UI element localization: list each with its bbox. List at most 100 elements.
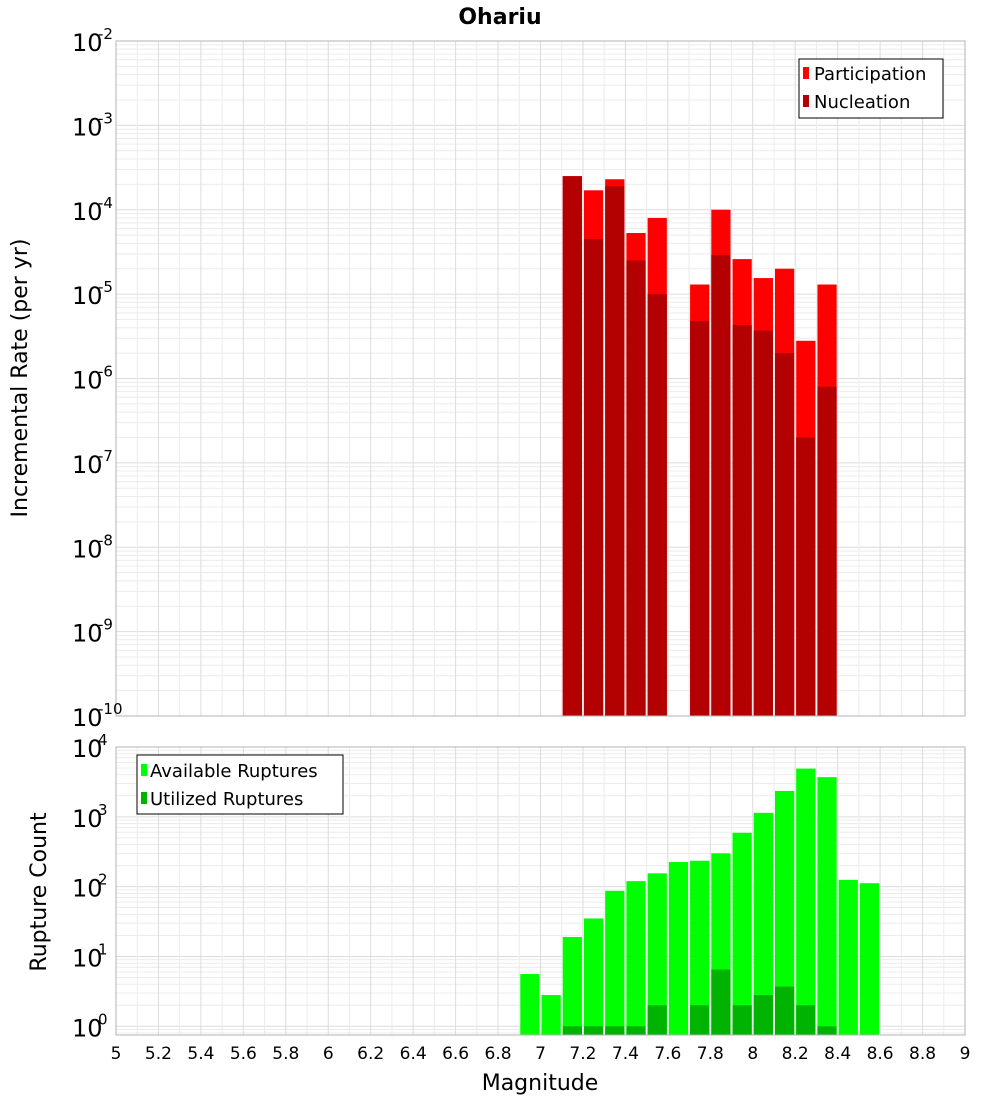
bar-available-ruptures <box>541 995 561 1035</box>
bar-utilized-ruptures <box>605 1026 625 1035</box>
bar-nucleation <box>562 176 582 716</box>
x-tick-label: 6 <box>323 1044 334 1064</box>
legend-swatch-participation <box>803 67 809 79</box>
y-tick-exponent: 2 <box>98 871 108 889</box>
top-grid <box>115 41 966 717</box>
x-tick-label: 8 <box>747 1044 758 1064</box>
bar-available-ruptures <box>583 918 604 1035</box>
y-tick-label: 10 <box>72 535 103 563</box>
chart-title: Ohariu <box>458 5 541 30</box>
bottom-bars <box>520 768 880 1035</box>
bottom-legend-box <box>136 754 344 815</box>
y-tick-label: 10 <box>72 29 103 57</box>
legend-label-participation: Participation <box>814 64 926 85</box>
bar-nucleation <box>583 239 604 716</box>
x-tick-label: 5.6 <box>230 1044 257 1064</box>
y-tick-label: 10 <box>72 451 103 479</box>
bar-utilized-ruptures <box>711 969 731 1035</box>
y-tick-exponent: 4 <box>98 731 108 749</box>
bar-available-ruptures <box>605 890 625 1035</box>
bar-utilized-ruptures <box>774 986 795 1035</box>
x-tick-label: 6.4 <box>400 1044 427 1064</box>
top-plot-border <box>115 40 966 717</box>
bar-nucleation <box>732 325 752 716</box>
x-tick-label: 8.4 <box>824 1044 851 1064</box>
y-tick-exponent: -5 <box>98 278 113 296</box>
bar-nucleation <box>774 353 795 716</box>
x-tick-label: 5 <box>111 1044 122 1064</box>
y-tick-label: 10 <box>72 875 103 903</box>
bar-available-ruptures <box>668 862 689 1035</box>
y-tick-exponent: -3 <box>98 109 113 127</box>
x-ticks: 5 5.2 5.4 5.6 5.8 6 6.2 6.4 6.6 6.8 7 7.2 7.4 7.6 7.8 8… <box>111 1044 971 1064</box>
top-y-axis-label: Incremental Rate (per yr) <box>8 239 33 518</box>
x-tick-label: 7.6 <box>654 1044 681 1064</box>
y-tick-exponent: -8 <box>98 531 113 549</box>
y-tick-exponent: -10 <box>98 700 123 718</box>
x-axis-label: Magnitude <box>482 1071 599 1096</box>
bar-nucleation <box>626 260 646 716</box>
top-legend-box <box>798 58 944 119</box>
y-tick-label: 10 <box>72 1014 103 1042</box>
y-tick-exponent: -7 <box>98 447 113 465</box>
bar-available-ruptures <box>859 883 880 1035</box>
bar-utilized-ruptures <box>626 1026 646 1035</box>
bar-available-ruptures <box>562 936 582 1035</box>
y-tick-exponent: 0 <box>98 1010 108 1028</box>
y-tick-exponent: -2 <box>98 25 113 43</box>
y-tick-label: 10 <box>72 620 103 648</box>
bar-available-ruptures <box>520 974 540 1035</box>
bar-available-ruptures <box>647 873 667 1035</box>
bar-utilized-ruptures <box>753 995 773 1035</box>
bar-utilized-ruptures <box>647 1005 667 1035</box>
bar-utilized-ruptures <box>796 1005 816 1035</box>
x-tick-label: 6.2 <box>357 1044 384 1064</box>
y-tick-label: 10 <box>72 944 103 972</box>
bottom-legend: Available Ruptures Utilized Ruptures <box>136 754 344 815</box>
x-tick-label: 7.2 <box>569 1044 596 1064</box>
bar-nucleation <box>690 321 710 716</box>
legend-label-available: Available Ruptures <box>150 761 318 782</box>
bar-nucleation <box>605 186 625 716</box>
bar-nucleation <box>796 437 816 716</box>
y-tick-label: 10 <box>72 735 103 763</box>
y-tick-exponent: 3 <box>98 801 108 819</box>
x-tick-label: 8.8 <box>909 1044 936 1064</box>
bar-nucleation <box>711 255 731 716</box>
x-tick-label: 7 <box>535 1044 546 1064</box>
bar-utilized-ruptures <box>583 1026 604 1035</box>
y-tick-label: 10 <box>72 367 103 395</box>
legend-swatch-nucleation <box>803 95 809 107</box>
bar-available-ruptures <box>796 768 816 1035</box>
legend-label-utilized: Utilized Ruptures <box>150 789 303 810</box>
y-tick-exponent: 1 <box>98 940 108 958</box>
bar-utilized-ruptures <box>817 1026 837 1035</box>
legend-swatch-utilized <box>141 792 147 804</box>
bar-available-ruptures <box>626 881 646 1035</box>
y-tick-exponent: -6 <box>98 363 113 381</box>
y-tick-label: 10 <box>72 282 103 310</box>
y-tick-label: 10 <box>72 113 103 141</box>
bar-nucleation <box>817 386 837 716</box>
bar-utilized-ruptures <box>690 1005 710 1035</box>
x-tick-label: 8.6 <box>867 1044 894 1064</box>
x-tick-label: 5.4 <box>187 1044 214 1064</box>
x-tick-label: 9 <box>960 1044 971 1064</box>
x-tick-label: 6.6 <box>442 1044 469 1064</box>
bar-available-ruptures <box>817 777 837 1035</box>
bar-available-ruptures <box>753 812 773 1035</box>
y-tick-exponent: -4 <box>98 194 113 212</box>
bar-nucleation <box>753 330 773 716</box>
bottom-y-axis-label: Rupture Count <box>27 812 52 972</box>
x-tick-label: 8.2 <box>782 1044 809 1064</box>
bar-available-ruptures <box>690 860 710 1035</box>
bar-available-ruptures <box>838 879 858 1035</box>
bar-utilized-ruptures <box>562 1026 582 1035</box>
y-tick-label: 10 <box>72 704 103 732</box>
y-tick-label: 10 <box>72 198 103 226</box>
